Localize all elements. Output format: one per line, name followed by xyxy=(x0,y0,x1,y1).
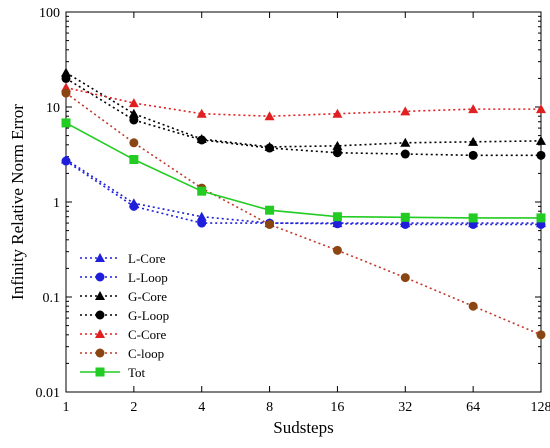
y-tick-label: 10 xyxy=(46,101,60,116)
legend-item: L-Core xyxy=(80,251,166,266)
x-tick-label: 2 xyxy=(130,400,137,415)
data-point xyxy=(265,111,275,120)
legend: L-Core L-Loop G-Core G-Loop C-Core C-loop Tot xyxy=(80,251,169,380)
data-point xyxy=(333,246,342,255)
data-point xyxy=(62,74,71,83)
data-point xyxy=(129,138,138,147)
data-point xyxy=(536,136,546,145)
data-point xyxy=(62,118,71,127)
data-point xyxy=(400,138,410,147)
axes: 0.01 0.1 1 10 100 1 2 4 8 16 32 64 128 xyxy=(36,6,550,415)
x-tick-label: 32 xyxy=(398,400,412,415)
data-point xyxy=(129,202,138,211)
legend-label: C-Core xyxy=(128,327,167,342)
data-point xyxy=(265,206,274,215)
x-tick-label: 16 xyxy=(330,400,344,415)
data-point xyxy=(265,220,274,229)
x-tick-label: 64 xyxy=(466,400,480,415)
y-tick-label: 1 xyxy=(53,196,60,211)
data-point xyxy=(469,302,478,311)
data-point xyxy=(401,273,410,282)
legend-marker xyxy=(96,349,105,358)
legend-label: C-loop xyxy=(128,346,164,361)
legend-label: Tot xyxy=(128,365,146,380)
legend-label: G-Loop xyxy=(128,308,169,323)
data-point xyxy=(197,219,206,228)
data-point xyxy=(129,155,138,164)
data-point xyxy=(62,157,71,166)
data-point xyxy=(197,187,206,196)
legend-item: Tot xyxy=(80,365,146,380)
data-point xyxy=(197,135,206,144)
legend-item: G-Loop xyxy=(80,308,169,323)
y-axis-label: Infinity Relative Norm Error xyxy=(8,104,27,300)
x-axis-label: Sudsteps xyxy=(273,418,333,437)
x-tick-label: 4 xyxy=(198,400,205,415)
data-point xyxy=(469,151,478,160)
legend-item: C-loop xyxy=(80,346,164,361)
data-point xyxy=(333,148,342,157)
y-tick-label: 0.1 xyxy=(43,291,61,306)
y-tick-label: 0.01 xyxy=(36,386,61,401)
data-point xyxy=(265,144,274,153)
data-point xyxy=(536,104,546,113)
y-tick-label: 100 xyxy=(39,6,60,21)
legend-marker xyxy=(96,368,105,377)
legend-item: C-Core xyxy=(80,327,167,342)
legend-marker xyxy=(96,273,105,282)
data-point xyxy=(333,212,342,221)
legend-item: L-Loop xyxy=(80,270,168,285)
data-point xyxy=(537,213,546,222)
legend-label: G-Core xyxy=(128,289,167,304)
data-point xyxy=(129,115,138,124)
data-point xyxy=(469,213,478,222)
x-tick-label: 1 xyxy=(63,400,70,415)
data-point xyxy=(401,150,410,159)
legend-label: L-Loop xyxy=(128,270,168,285)
legend-marker xyxy=(96,311,105,320)
legend-label: L-Core xyxy=(128,251,166,266)
data-point xyxy=(401,213,410,222)
data-point xyxy=(537,151,546,160)
x-tick-label: 8 xyxy=(266,400,273,415)
x-tick-label: 128 xyxy=(531,400,550,415)
data-point xyxy=(537,330,546,339)
data-point xyxy=(62,89,71,98)
legend-item: G-Core xyxy=(80,289,167,304)
